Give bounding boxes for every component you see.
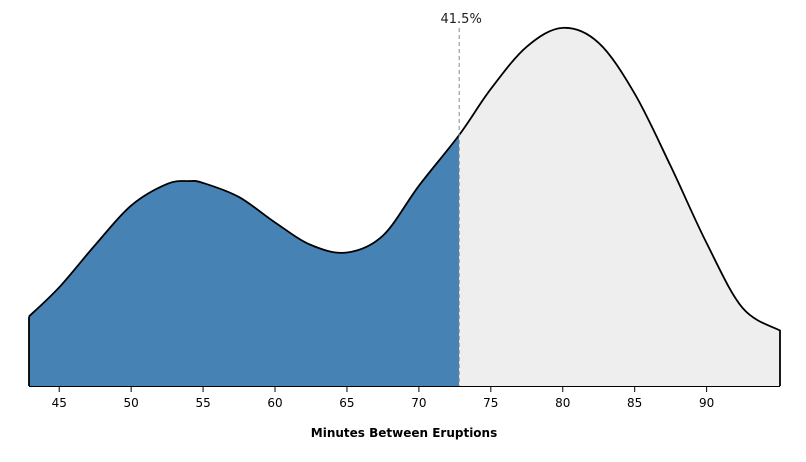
- x-tick-label-45: 45: [52, 396, 67, 410]
- x-axis: 45 50 55 60 65 70 75 80 85 90: [29, 386, 780, 410]
- x-tick-label-65: 65: [339, 396, 354, 410]
- density-curve: [28, 26, 781, 386]
- x-tick-label-75: 75: [483, 396, 498, 410]
- x-tick-label-70: 70: [411, 396, 426, 410]
- x-tick-label-60: 60: [267, 396, 282, 410]
- x-tick-label-50: 50: [124, 396, 139, 410]
- x-tick-label-85: 85: [627, 396, 642, 410]
- x-tick-label-90: 90: [699, 396, 714, 410]
- threshold-percentage-label: 41.5%: [441, 12, 482, 27]
- x-tick-label-55: 55: [195, 396, 210, 410]
- x-axis-title: Minutes Between Eruptions: [311, 426, 497, 440]
- area-below-threshold: [29, 135, 460, 386]
- plot-area: 41.5%: [28, 12, 781, 386]
- x-tick-label-80: 80: [555, 396, 570, 410]
- area-above-threshold: [459, 27, 780, 386]
